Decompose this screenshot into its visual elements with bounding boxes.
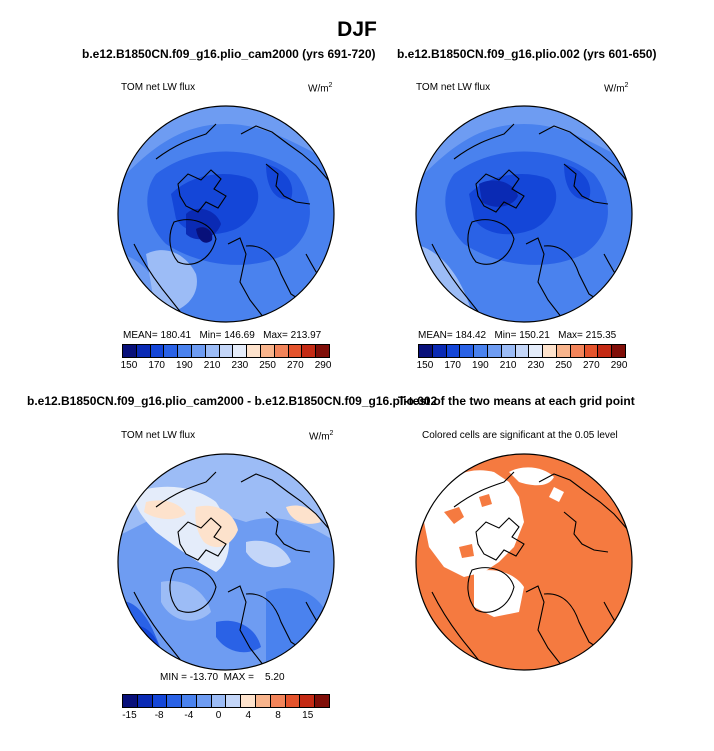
panel1-stats: MEAN= 180.41 Min= 146.69 Max= 213.97	[123, 330, 322, 341]
colorbar-swatch	[211, 695, 227, 707]
colorbar-tick-label: 150	[120, 360, 138, 371]
colorbar-swatch	[136, 345, 151, 357]
colorbar-swatch	[501, 345, 516, 357]
colorbar-swatch	[191, 345, 206, 357]
panel3-map	[117, 453, 335, 671]
colorbar-tick-label: 270	[582, 360, 600, 371]
colorbar-swatch	[123, 695, 138, 707]
colorbar-swatch	[219, 345, 234, 357]
panel1-map	[117, 105, 335, 323]
panel3-variable-label: TOM net LW flux	[121, 430, 196, 441]
panel4-map	[415, 453, 633, 671]
colorbar-swatch	[274, 345, 289, 357]
colorbar-tick-label: -15	[122, 710, 137, 721]
colorbar-swatch	[460, 345, 475, 357]
colorbar-swatch	[167, 695, 183, 707]
colorbar-swatch	[164, 345, 179, 357]
panel2-stats: MEAN= 184.42 Min= 150.21 Max= 215.35	[418, 330, 617, 341]
panel2-title: b.e12.B1850CN.f09_g16.plio.002 (yrs 601-…	[397, 47, 657, 61]
colorbar-tick-label: 230	[231, 360, 249, 371]
colorbar-tick-label: 270	[286, 360, 304, 371]
colorbar-swatch	[233, 345, 248, 357]
colorbar-swatch	[150, 345, 165, 357]
colorbar-swatch	[315, 695, 329, 707]
colorbar-tick-label: 210	[203, 360, 221, 371]
colorbar-swatch	[316, 345, 329, 357]
colorbar-tick-label: 170	[444, 360, 461, 371]
colorbar-swatch	[247, 345, 261, 357]
panel2-variable-label: TOM net LW flux	[416, 82, 491, 93]
colorbar-swatch	[515, 345, 530, 357]
colorbar-tick-label: 8	[275, 710, 281, 721]
colorbar-tick-label: 4	[245, 710, 252, 721]
panel3-stats: MIN = -13.70 MAX = 5.20	[160, 672, 285, 683]
panel2-units: W/m2	[604, 82, 629, 95]
colorbar-swatch	[178, 345, 192, 357]
colorbar-swatch	[137, 695, 153, 707]
colorbar-swatch	[260, 345, 275, 357]
colorbar-tick-label: 170	[148, 360, 165, 371]
colorbar-swatch	[556, 345, 571, 357]
colorbar-swatch	[205, 345, 220, 357]
colorbar-swatch	[270, 695, 286, 707]
panel1-title: b.e12.B1850CN.f09_g16.plio_cam2000 (yrs …	[82, 47, 376, 61]
colorbar-tick-label: 150	[416, 360, 434, 371]
colorbar-swatch	[123, 345, 137, 357]
colorbar-tick-label: 250	[555, 360, 572, 371]
colorbar-tick-label: 290	[314, 360, 332, 371]
panel4-subtitle: Colored cells are significant at the 0.0…	[422, 430, 618, 441]
colorbar-tick-label: 15	[302, 710, 314, 721]
panel1-units: W/m2	[308, 82, 333, 95]
colorbar-swatch	[543, 345, 557, 357]
colorbar-swatch	[570, 345, 585, 357]
colorbar-tick-label: -4	[184, 710, 194, 721]
colorbar-swatch	[182, 695, 197, 707]
colorbar-swatch	[288, 345, 303, 357]
colorbar-tick-label: 250	[259, 360, 276, 371]
colorbar-tick-label: 290	[610, 360, 628, 371]
panel1-colorbar	[122, 344, 330, 358]
colorbar-swatch	[196, 695, 212, 707]
colorbar-swatch	[474, 345, 488, 357]
colorbar-swatch	[432, 345, 447, 357]
colorbar-tick-label: 230	[527, 360, 545, 371]
colorbar-swatch	[487, 345, 502, 357]
colorbar-swatch	[612, 345, 625, 357]
panel3-colorbar	[122, 694, 330, 708]
colorbar-swatch	[419, 345, 433, 357]
colorbar-swatch	[302, 345, 317, 357]
colorbar-swatch	[529, 345, 544, 357]
colorbar-swatch	[241, 695, 257, 707]
colorbar-swatch	[598, 345, 613, 357]
panel2-colorbar	[418, 344, 626, 358]
main-title: DJF	[337, 18, 377, 41]
colorbar-swatch	[226, 695, 242, 707]
colorbar-swatch	[256, 695, 271, 707]
colorbar-tick-label: 190	[176, 360, 193, 371]
panel4-title: T-test of the two means at each grid poi…	[398, 394, 635, 408]
panel1-variable-label: TOM net LW flux	[121, 82, 196, 93]
colorbar-swatch	[152, 695, 168, 707]
colorbar-tick-label: 210	[499, 360, 517, 371]
panel3-title: b.e12.B1850CN.f09_g16.plio_cam2000 - b.e…	[27, 394, 438, 408]
colorbar-tick-label: -8	[154, 710, 164, 721]
colorbar-swatch	[446, 345, 461, 357]
colorbar-tick-label: 0	[215, 710, 222, 721]
colorbar-tick-label: 190	[472, 360, 489, 371]
colorbar-swatch	[300, 695, 316, 707]
panel2-map	[415, 105, 633, 323]
colorbar-swatch	[584, 345, 599, 357]
panel3-units: W/m2	[309, 430, 334, 443]
colorbar-swatch	[285, 695, 301, 707]
